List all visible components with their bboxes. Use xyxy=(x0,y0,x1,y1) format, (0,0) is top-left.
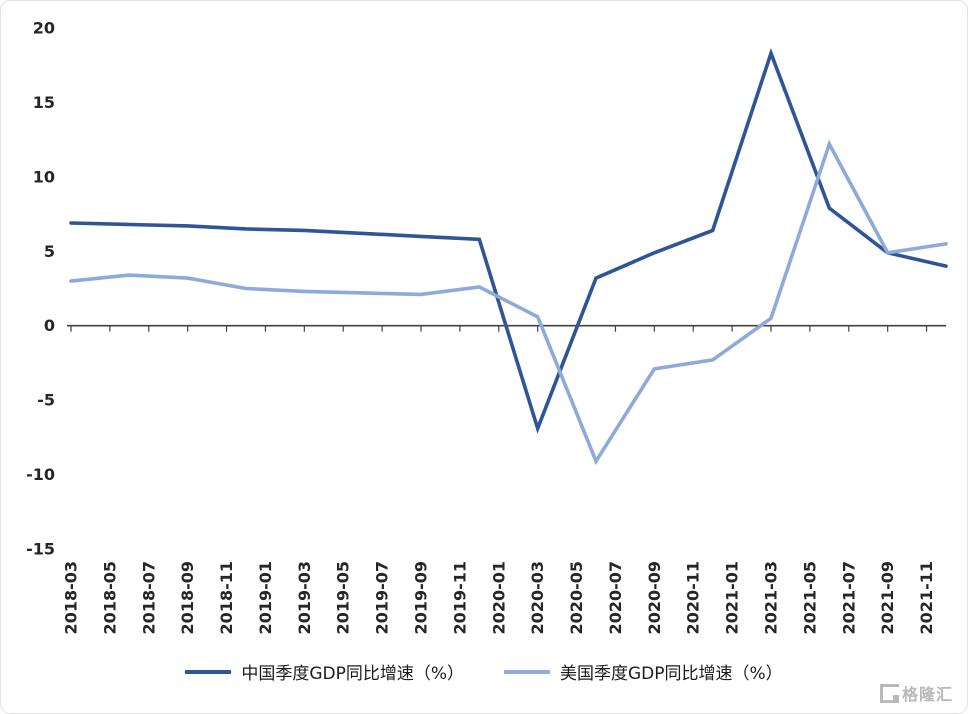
x-axis-tick-label: 2021-05 xyxy=(800,561,819,634)
y-axis-tick-label: 5 xyxy=(44,242,55,261)
x-axis-tick-label: 2018-09 xyxy=(178,561,197,634)
x-axis-tick-label: 2020-07 xyxy=(606,561,625,634)
gelonghui-logo-icon xyxy=(879,683,899,703)
x-axis-tick-label: 2018-03 xyxy=(62,561,81,634)
y-axis-tick-label: 0 xyxy=(44,316,55,335)
legend-label-china: 中国季度GDP同比增速（%） xyxy=(241,664,464,684)
x-axis-tick-label: 2021-03 xyxy=(762,561,781,634)
x-axis-tick-label: 2020-09 xyxy=(645,561,664,634)
y-axis-tick-label: -5 xyxy=(37,391,55,410)
x-axis-tick-label: 2021-11 xyxy=(917,561,936,634)
china-line-swatch xyxy=(185,669,232,674)
gdp-line-chart-plot: 20 15 10 5 0 -5 -10 -15 2018-03 2018-05 2018-07 201… xyxy=(26,19,948,634)
x-axis-tick-label: 2020-11 xyxy=(684,561,703,634)
y-axis-tick-label: 15 xyxy=(33,93,55,112)
x-axis-tick-label: 2019-07 xyxy=(373,561,392,634)
x-axis-tick-label: 2019-01 xyxy=(256,561,275,634)
x-axis-tick-label: 2018-11 xyxy=(217,561,236,634)
x-axis-tick-label: 2021-01 xyxy=(723,561,742,634)
x-axis-tick-label: 2019-05 xyxy=(334,561,353,634)
x-axis-tick-label: 2021-09 xyxy=(878,561,897,634)
x-axis-tick-label: 2020-01 xyxy=(489,561,508,634)
gelonghui-watermark: 格隆汇 xyxy=(879,681,953,705)
legend-item-us: 美国季度GDP同比增速（%） xyxy=(504,659,783,684)
y-axis-tick-label: -15 xyxy=(26,540,55,559)
x-axis-tick-label: 2018-07 xyxy=(139,561,158,634)
china-gdp-line xyxy=(69,47,948,434)
x-axis-tick-label: 2021-07 xyxy=(839,561,858,634)
gelonghui-logo-text: 格隆汇 xyxy=(901,685,953,704)
y-axis-tick-label: -10 xyxy=(26,465,55,484)
x-axis-tick-label: 2018-05 xyxy=(100,561,119,634)
us-line-swatch xyxy=(504,669,550,674)
y-axis-tick-label: 20 xyxy=(33,19,55,38)
legend-item-china: 中国季度GDP同比增速（%） xyxy=(185,659,464,684)
x-axis-tick-label: 2019-09 xyxy=(412,561,431,634)
x-axis-tick-label: 2020-05 xyxy=(567,561,586,634)
x-axis-tick-label: 2020-03 xyxy=(528,561,547,634)
x-axis-tick-label: 2019-11 xyxy=(450,561,469,634)
us-gdp-line xyxy=(69,139,948,466)
legend-label-us: 美国季度GDP同比增速（%） xyxy=(560,664,783,684)
y-axis-tick-label: 10 xyxy=(33,167,55,186)
chart-legend: 中国季度GDP同比增速（%） 美国季度GDP同比增速（%） xyxy=(1,659,967,684)
x-axis-tick-label: 2019-03 xyxy=(295,561,314,634)
